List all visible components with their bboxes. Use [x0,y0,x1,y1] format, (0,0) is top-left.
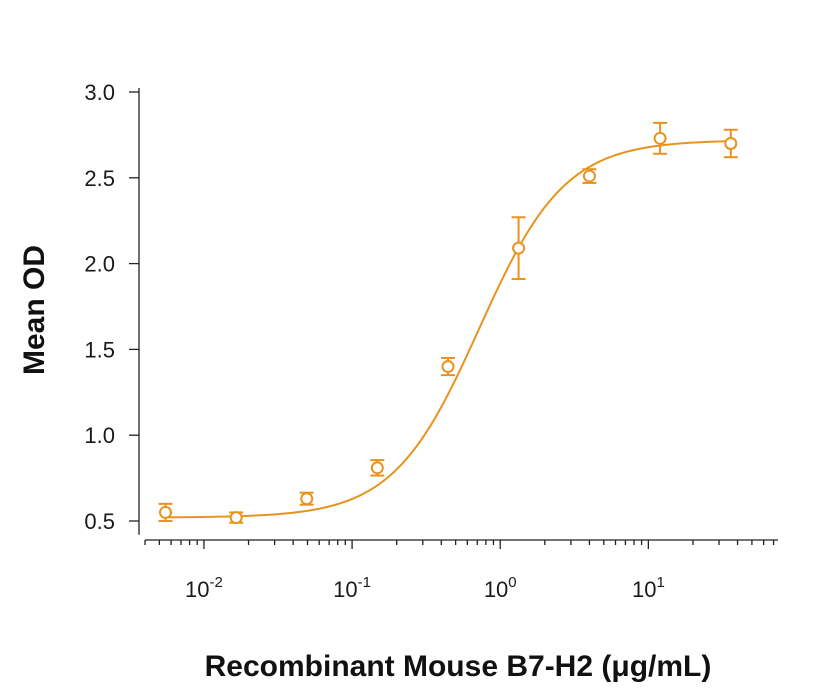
point-marker [441,360,455,374]
data-point [299,491,314,506]
data-point [723,128,738,159]
point-marker [158,505,172,519]
y-tick-label: 1.5 [84,337,115,362]
point-marker [582,169,596,183]
data-point [440,356,455,377]
fit-curve [165,140,731,519]
x-tick-label: 10-1 [333,574,371,602]
data-point [158,502,173,522]
x-tick-label: 101 [632,574,665,602]
point-marker [653,131,667,145]
point-marker [724,136,738,150]
y-tick-label: 3.0 [84,80,115,105]
y-tick-label: 0.5 [84,509,115,534]
y-axis-title: Mean OD [18,245,51,375]
data-point [370,459,385,477]
data-point [511,216,526,281]
x-axis-title: Recombinant Mouse B7-H2 (μg/mL) [205,650,712,683]
data-point [582,168,597,184]
point-marker [370,461,384,475]
y-tick-label: 2.5 [84,166,115,191]
y-tick-label: 1.0 [84,423,115,448]
y-tick-label: 2.0 [84,252,115,277]
point-marker [512,241,526,255]
y-axis: 0.5 1.0 1.5 2.0 2.5 3.0 [84,80,140,535]
x-tick-label: 10-2 [185,574,223,602]
data-points [158,121,738,525]
x-tick-label: 100 [484,574,517,602]
data-point [229,511,244,525]
point-marker [300,492,314,506]
data-point [653,121,668,155]
point-marker [229,511,243,525]
x-axis: 10-2 10-1 100 101 [144,539,778,602]
